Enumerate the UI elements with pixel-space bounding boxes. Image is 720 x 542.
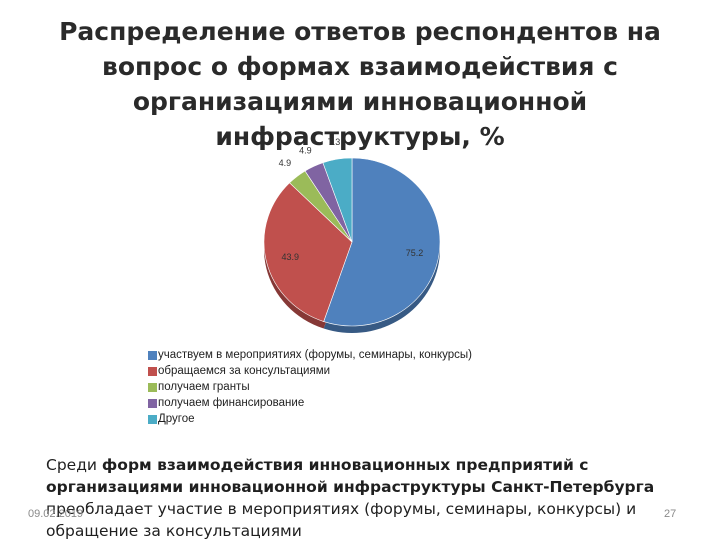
page-number: 27 (664, 508, 677, 520)
legend-item-2: получаем гранты (148, 379, 472, 395)
legend-item-3: получаем финансирование (148, 395, 472, 411)
legend-swatch (148, 350, 157, 360)
legend-label: получаем гранты (158, 381, 250, 393)
legend-item-0: участвуем в мероприятиях (форумы, семина… (148, 347, 472, 363)
legend-swatch (148, 366, 157, 376)
slide-title: Распределение ответов респондентов на во… (59, 17, 661, 151)
pie-data-label-1: 43.9 (282, 252, 300, 262)
pie-slice-1 (263, 182, 353, 322)
legend-swatch (148, 382, 157, 392)
slide-date: 09.02.2019 (28, 508, 84, 520)
pie-data-label-3: 4.9 (299, 146, 312, 156)
summary-bold: форм взаимодействия инновационных предпр… (46, 456, 655, 496)
pie-slice-4 (322, 157, 353, 243)
chart-legend: участвуем в мероприятиях (форумы, семина… (148, 347, 472, 427)
summary-prefix: Среди (46, 456, 102, 474)
summary-text: Среди форм взаимодействия инновационных … (46, 454, 676, 542)
legend-label: получаем финансирование (158, 397, 305, 409)
pie-data-label-0: 75.2 (406, 248, 424, 258)
legend-label: Другое (158, 413, 195, 425)
legend-swatch (148, 398, 157, 408)
pie-slice-0 (323, 157, 441, 327)
pie-data-label-4: 7.3 (328, 137, 341, 147)
legend-item-1: обращаемся за консультациями (148, 363, 472, 379)
legend-label: обращаемся за консультациями (158, 365, 331, 377)
pie-data-label-2: 4.9 (279, 158, 292, 168)
legend-swatch (148, 414, 157, 424)
legend-label: участвуем в мероприятиях (форумы, семина… (158, 349, 473, 361)
legend-item-4: Другое (148, 411, 472, 427)
summary-suffix: преобладает участие в мероприятиях (фору… (46, 500, 637, 540)
